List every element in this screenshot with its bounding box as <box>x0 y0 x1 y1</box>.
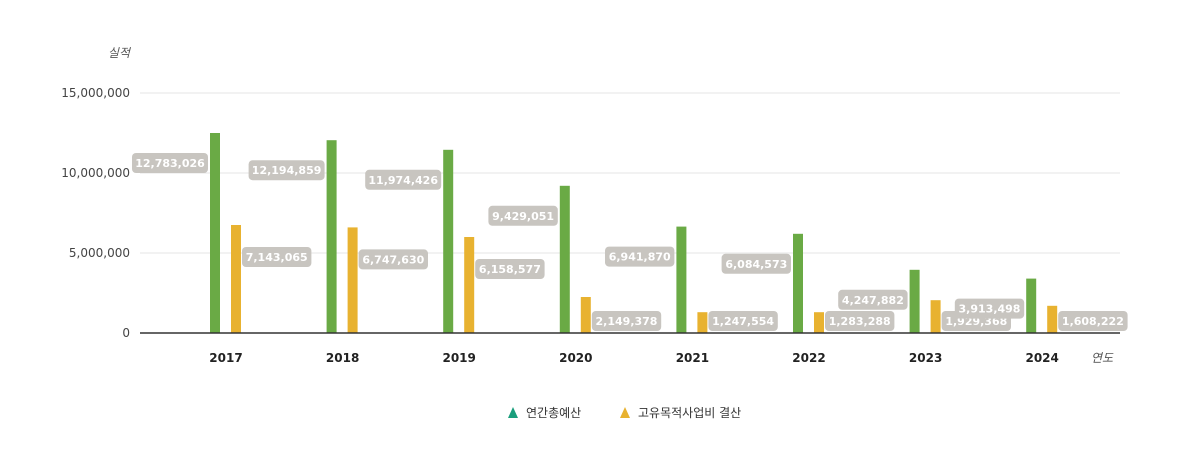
data-label-text: 4,247,882 <box>842 294 904 307</box>
data-label-text: 3,913,498 <box>959 303 1021 316</box>
y-tick-label: 5,000,000 <box>69 246 130 260</box>
data-label: 6,941,870 <box>605 246 675 267</box>
data-label: 1,608,222 <box>1058 311 1128 331</box>
data-label-text: 7,143,065 <box>246 251 308 264</box>
data-label: 6,158,577 <box>475 259 545 279</box>
y-tick-label: 0 <box>122 326 130 340</box>
data-label-box <box>365 169 442 190</box>
legend-marker-icon <box>508 407 518 418</box>
data-label-text: 6,747,630 <box>362 253 424 266</box>
x-tick-label: 2017 <box>209 351 242 365</box>
legend-item: 연간총예산 <box>508 406 581 420</box>
data-label-text: 1,283,288 <box>829 315 891 328</box>
data-label-text: 1,247,554 <box>712 315 774 328</box>
data-label: 7,143,065 <box>242 247 312 267</box>
data-label-text: 2,149,378 <box>596 315 658 328</box>
data-label-text: 6,084,573 <box>725 258 787 271</box>
data-label-box <box>591 311 662 331</box>
bar-series1-2023 <box>909 269 920 333</box>
data-label: 6,747,630 <box>358 249 428 270</box>
axis-layer: 실적 연도 0 5,000,000 10,000,000 15,000,000 2017… <box>61 46 1120 365</box>
y-tick-label: 15,000,000 <box>61 86 130 100</box>
data-label-box <box>605 246 675 267</box>
legend-label: 연간총예산 <box>526 406 581 420</box>
x-axis-title: 연도 <box>1091 351 1114 365</box>
legend: 연간총예산 고유목적사업비 결산 <box>508 406 741 420</box>
bar-series2-2023 <box>930 300 941 333</box>
bar-series2-2020 <box>580 297 591 333</box>
data-label-text: 9,429,051 <box>492 210 554 223</box>
data-label-box <box>248 160 325 181</box>
x-tick-label: 2020 <box>559 351 592 365</box>
y-axis-title: 실적 <box>108 46 132 60</box>
bar-series2-2017 <box>231 225 241 333</box>
legend-marker-icon <box>620 407 630 418</box>
y-tick-label: 10,000,000 <box>61 166 130 180</box>
data-label-layer: 12,783,026 7,143,065 12,194,859 6,747,630 11… <box>132 153 1128 331</box>
bar-series2-2022 <box>814 312 824 333</box>
data-label-box <box>838 289 908 310</box>
data-label-box <box>358 249 428 270</box>
x-tick-label: 2023 <box>909 351 942 365</box>
legend-item: 고유목적사업비 결산 <box>620 406 741 420</box>
data-label: 2,149,378 <box>591 311 662 331</box>
bar-series1-2022 <box>793 233 803 333</box>
x-tick-label: 2021 <box>676 351 709 365</box>
data-label-text: 1,608,222 <box>1062 315 1124 328</box>
x-tick-label: 2022 <box>792 351 825 365</box>
data-label: 12,194,859 <box>248 160 325 181</box>
bar-series2-2019 <box>464 237 475 333</box>
data-label-box <box>721 253 791 274</box>
legend-label: 고유목적사업비 결산 <box>638 406 741 420</box>
data-label-text: 6,158,577 <box>479 263 541 276</box>
bar-series1-2024 <box>1026 278 1037 333</box>
data-label-text: 12,783,026 <box>135 157 205 170</box>
data-label: 3,913,498 <box>954 298 1025 319</box>
data-label-box <box>954 298 1025 319</box>
data-label-box <box>708 311 778 331</box>
x-tick-label: 2019 <box>442 351 475 365</box>
bar-series1-2020 <box>559 185 570 333</box>
x-tick-label: 2024 <box>1025 351 1058 365</box>
data-label-box <box>825 311 895 331</box>
bar-series1-2019 <box>443 149 454 333</box>
data-label-box <box>242 247 312 267</box>
bar-series1-2021 <box>676 226 687 333</box>
data-label: 1,283,288 <box>825 311 895 331</box>
data-label-text: 6,941,870 <box>609 251 671 264</box>
x-tick-label: 2018 <box>326 351 359 365</box>
bar-series2-2018 <box>347 227 358 333</box>
bar-series1-2018 <box>326 140 337 333</box>
data-label: 6,084,573 <box>721 253 791 274</box>
bar-series1-2017 <box>210 133 220 333</box>
data-label: 1,247,554 <box>708 311 778 331</box>
data-label-box <box>1058 311 1128 331</box>
bar-layer <box>210 133 1058 333</box>
data-label: 4,247,882 <box>838 289 908 310</box>
data-label-text: 12,194,859 <box>252 164 322 177</box>
data-label: 12,783,026 <box>132 153 208 173</box>
bar-series2-2021 <box>697 312 708 333</box>
data-label-box <box>488 205 558 226</box>
data-label-box <box>475 259 545 279</box>
data-label: 11,974,426 <box>365 169 442 190</box>
data-label-box <box>132 153 208 173</box>
data-label: 9,429,051 <box>488 205 558 226</box>
data-label-text: 11,974,426 <box>368 174 438 187</box>
bar-series2-2024 <box>1047 305 1058 333</box>
